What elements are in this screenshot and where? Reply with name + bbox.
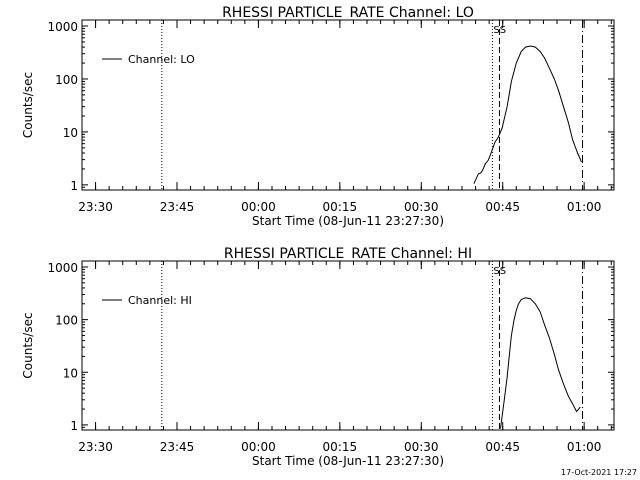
x-tick-label: 00:00 xyxy=(241,200,276,214)
x-tick-label: 00:15 xyxy=(323,440,358,454)
x-tick-label: 23:30 xyxy=(78,200,113,214)
y-tick-label: 1000 xyxy=(47,20,78,34)
x-tick-label: 00:15 xyxy=(323,200,358,214)
flag-label: SS xyxy=(493,266,506,277)
x-tick-label: 00:45 xyxy=(485,440,520,454)
x-tick-label: 23:45 xyxy=(160,200,195,214)
series-line xyxy=(473,45,582,184)
y-axis-label: Counts/sec xyxy=(21,72,35,138)
y-tick-label: 100 xyxy=(55,314,78,328)
chart-title: RHESSI PARTICLE_RATE Channel: LO xyxy=(222,5,474,21)
x-axis-label: Start Time (08-Jun-11 23:27:30) xyxy=(252,214,444,228)
y-axis-label: Counts/sec xyxy=(21,312,35,378)
x-tick-label: 00:30 xyxy=(404,440,439,454)
y-tick-label: 1 xyxy=(70,179,78,193)
x-tick-label: 00:45 xyxy=(485,200,520,214)
x-axis-label: Start Time (08-Jun-11 23:27:30) xyxy=(252,454,444,468)
legend-label: Channel: LO xyxy=(128,53,195,66)
legend-label: Channel: HI xyxy=(128,294,192,307)
x-tick-label: 01:00 xyxy=(567,200,602,214)
footer-timestamp: 17-Oct-2021 17:27 xyxy=(561,468,637,477)
x-tick-label: 23:45 xyxy=(160,440,195,454)
x-tick-label: 00:00 xyxy=(241,440,276,454)
x-tick-label: 23:30 xyxy=(78,440,113,454)
plot-frame xyxy=(81,260,615,431)
y-tick-label: 1000 xyxy=(47,261,78,275)
y-tick-label: 100 xyxy=(55,73,78,87)
series-line xyxy=(500,297,581,429)
chart-title: RHESSI PARTICLE_RATE Channel: HI xyxy=(224,246,472,262)
panel-hi: RHESSI PARTICLE_RATE Channel: HI 1 10 100 10… xyxy=(21,246,615,468)
panel-lo: RHESSI PARTICLE_RATE Channel: LO 1 10 100 10… xyxy=(21,5,615,228)
y-tick-label: 10 xyxy=(63,366,78,380)
x-tick-label: 01:00 xyxy=(567,440,602,454)
x-tick-label: 00:30 xyxy=(404,200,439,214)
plot-frame xyxy=(81,19,615,191)
y-tick-label: 1 xyxy=(70,419,78,433)
y-tick-label: 10 xyxy=(63,126,78,140)
flag-label: SS xyxy=(493,25,506,36)
